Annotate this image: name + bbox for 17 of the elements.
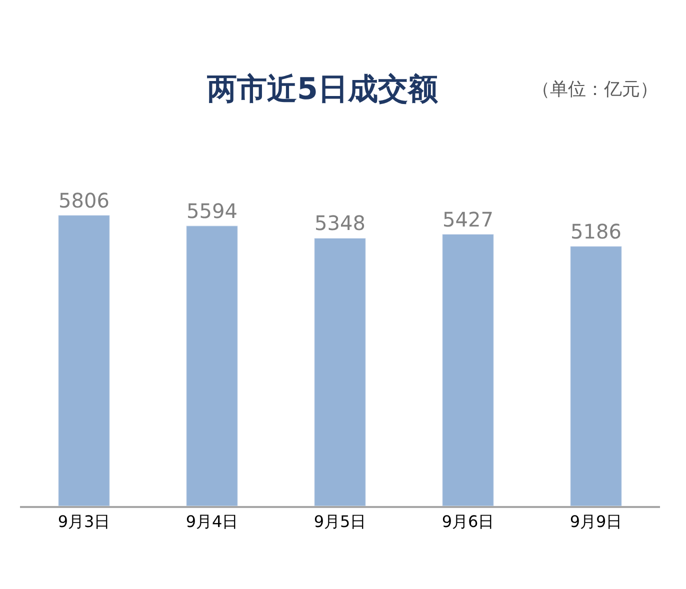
bar (58, 215, 110, 506)
bar (570, 246, 622, 506)
chart-title: 两市近5日成交额 (206, 72, 438, 107)
x-tick-label: 9月9日 (570, 512, 622, 532)
x-tick-label: 9月4日 (186, 512, 238, 532)
x-tick-label: 9月3日 (58, 512, 110, 532)
data-label: 5186 (570, 219, 622, 244)
x-tick-label: 9月5日 (314, 512, 366, 532)
data-label: 5806 (58, 188, 110, 212)
x-tick-label: 9月6日 (442, 512, 494, 532)
text: （单位：亿元） (532, 79, 658, 100)
data-label: 5594 (186, 198, 238, 223)
bar (442, 234, 494, 506)
bar (314, 238, 366, 506)
data-label: 5427 (442, 207, 494, 232)
bar (186, 226, 238, 506)
data-label: 5348 (314, 211, 366, 236)
